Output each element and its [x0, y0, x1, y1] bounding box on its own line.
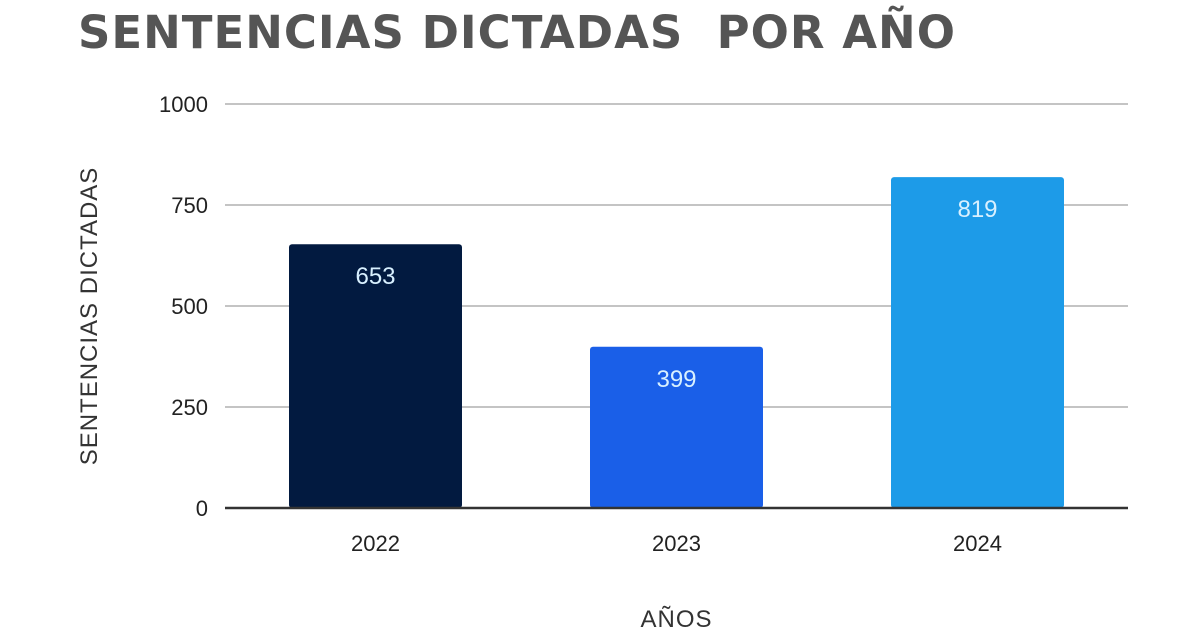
bar-2022 — [289, 244, 462, 509]
y-axis-label: SENTENCIAS DICTADAS — [76, 167, 103, 466]
x-axis-label: AÑOS — [640, 606, 712, 630]
chart-title: SENTENCIAS DICTADAS POR AÑO — [78, 6, 956, 59]
bar-2024 — [891, 177, 1064, 508]
x-tick-label: 2022 — [351, 531, 400, 556]
x-tick-label: 2023 — [652, 531, 701, 556]
x-tick-label: 2024 — [953, 531, 1002, 556]
bar-2023 — [590, 346, 763, 508]
y-tick-label: 750 — [171, 193, 208, 218]
y-tick-label: 1000 — [159, 92, 208, 117]
data-label: 819 — [957, 196, 997, 223]
y-tick-label: 500 — [171, 294, 208, 319]
data-label: 399 — [656, 366, 696, 393]
y-tick-label: 0 — [196, 496, 208, 521]
y-tick-label: 250 — [171, 395, 208, 420]
data-label: 653 — [355, 263, 395, 290]
